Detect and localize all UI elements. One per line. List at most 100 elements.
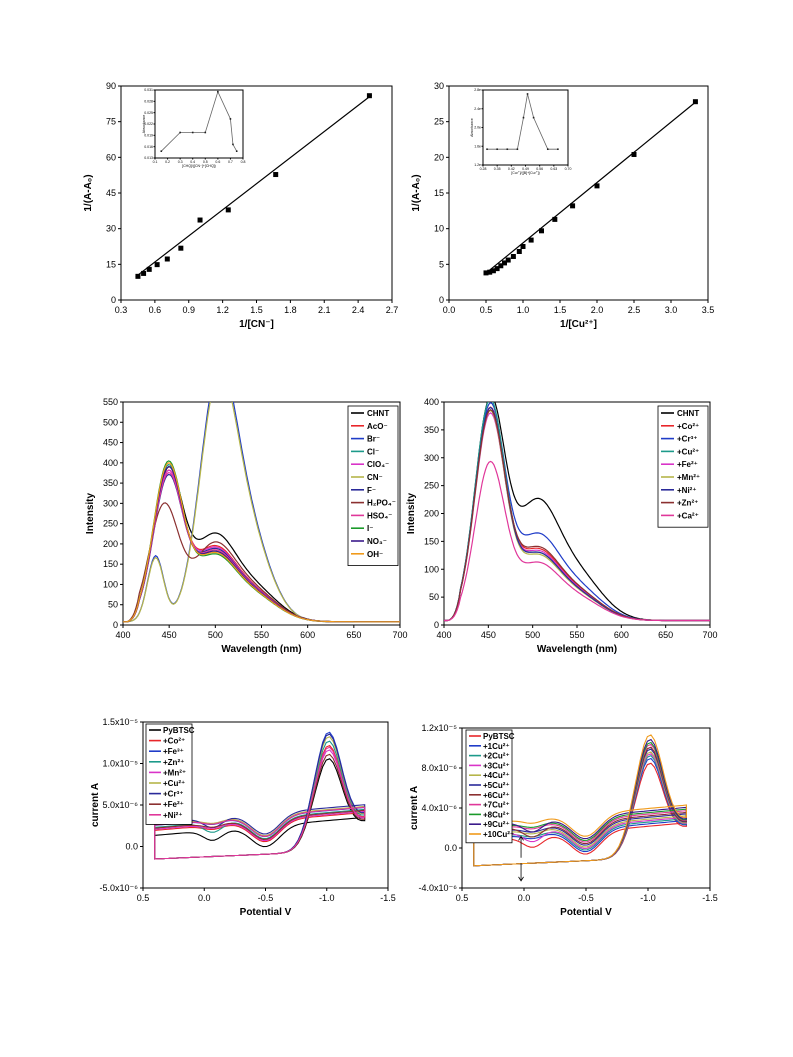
- series-line: [123, 462, 400, 623]
- x-tick-label: 0.42: [508, 167, 515, 171]
- chart-panel-4: 400 450 500 550 600 650 700 0 50 100 150 200 250 300 3…: [406, 397, 718, 655]
- x-tick-label: 0.2: [165, 160, 170, 164]
- legend-label: +Cr³⁺: [163, 790, 183, 799]
- legend-label: +4Cu²⁺: [483, 771, 510, 780]
- y-tick-label: 2.8e: [474, 88, 481, 92]
- data-point: [141, 270, 147, 276]
- y-tick-label: 150: [424, 536, 439, 546]
- legend-label: +Cu²⁺: [163, 779, 185, 788]
- x-tick-label: -1.5: [380, 893, 396, 903]
- x-tick-label: 0.3: [178, 160, 183, 164]
- series-group: [154, 731, 366, 860]
- y-axis-label: Intensity: [406, 493, 417, 535]
- y-axis-label: Absorbance: [470, 118, 474, 137]
- x-tick-label: 0.9: [182, 305, 195, 315]
- inset-point: [191, 131, 194, 134]
- x-tick-label: 500: [208, 630, 223, 640]
- x-axis-label: Wavelength (nm): [221, 644, 301, 655]
- inset-point: [532, 116, 535, 119]
- x-tick-label: 700: [392, 630, 407, 640]
- data-point: [505, 257, 511, 263]
- x-axis-label: [Cu²⁺]/([B]+[Cu²⁺]): [511, 171, 540, 175]
- x-tick-label: 2.5: [628, 305, 641, 315]
- plot-frame: [154, 89, 244, 159]
- legend-label: +6Cu²⁺: [483, 791, 510, 800]
- x-tick-label: 1.5: [250, 305, 263, 315]
- legend-label: +Ni²⁺: [163, 811, 183, 820]
- inset-point: [522, 116, 525, 119]
- legend-box: [347, 405, 399, 567]
- legend-label: +8Cu²⁺: [483, 810, 510, 819]
- x-tick-label: 400: [436, 630, 451, 640]
- x-tick-label: 0.7: [228, 160, 233, 164]
- y-tick-label: -4.0x10⁻⁶: [419, 883, 458, 893]
- inset-point: [217, 90, 219, 93]
- y-tick-label: 30: [106, 224, 116, 234]
- y-tick-label: 50: [108, 600, 118, 610]
- legend-label: +Ni²⁺: [677, 486, 697, 495]
- legend-label: +Mn²⁺: [163, 768, 186, 777]
- legend-label: CHNT: [677, 409, 699, 418]
- y-tick-label: 0.0: [444, 843, 457, 853]
- x-axis-label: Potential V: [560, 907, 612, 918]
- plot-frame: [448, 85, 709, 301]
- fit-line: [484, 100, 698, 275]
- inset-point: [516, 148, 519, 151]
- legend-label: +Zn²⁺: [677, 499, 698, 508]
- y-tick-label: 100: [424, 564, 439, 574]
- y-tick-label: 20: [434, 152, 444, 162]
- y-tick-label: 250: [424, 481, 439, 491]
- y-tick-label: -5.0x10⁻⁶: [100, 883, 139, 893]
- data-point: [135, 273, 141, 279]
- inset-point: [496, 148, 498, 151]
- y-tick-label: 0: [439, 295, 444, 305]
- x-tick-label: 0.6: [149, 305, 162, 315]
- x-tick-label: 600: [614, 630, 629, 640]
- y-tick-label: 5.0x10⁻⁶: [103, 800, 139, 810]
- data-point: [154, 262, 160, 268]
- y-tick-label: 25: [434, 117, 444, 127]
- x-tick-label: 600: [300, 630, 315, 640]
- x-axis-label: 1/[CN⁻]: [239, 319, 274, 330]
- series-group: [444, 402, 710, 622]
- inset-line: [161, 90, 238, 152]
- inset-point: [232, 143, 234, 146]
- inset-job-plot: 0.1 0.2 0.3 0.4 0.5 0.6 0.7 0.8 0.013 0.016 0.019 0…: [142, 88, 245, 168]
- legend-label: Cl⁻: [367, 447, 379, 456]
- x-tick-label: 650: [346, 630, 361, 640]
- legend-label: +Mn²⁺: [677, 473, 700, 482]
- legend-label: +2Cu²⁺: [483, 752, 510, 761]
- x-tick-label: 0.5: [456, 893, 469, 903]
- legend-label: +7Cu²⁺: [483, 801, 510, 810]
- y-tick-label: 30: [434, 81, 444, 91]
- legend-label: +3Cu²⁺: [483, 761, 510, 770]
- chart-panel-5: 0.5 0.0 -0.5 -1.0 -1.5 -5.0x10⁻⁶ 0.0 5.0x10⁻⁶ 1.…: [90, 717, 396, 918]
- data-point: [510, 253, 516, 259]
- x-tick-label: 0.3: [115, 305, 128, 315]
- data-point: [494, 266, 500, 272]
- y-tick-label: 15: [434, 188, 444, 198]
- plot-frame: [120, 85, 393, 301]
- inset-point: [204, 131, 207, 134]
- legend-label: I⁻: [367, 524, 373, 533]
- inset-point: [486, 148, 488, 151]
- legend-label: +10Cu²⁺: [483, 830, 514, 839]
- x-tick-label: 0.5: [480, 305, 493, 315]
- y-tick-label: 300: [103, 498, 118, 508]
- x-tick-label: 450: [481, 630, 496, 640]
- data-point: [487, 269, 493, 275]
- y-tick-label: 0: [434, 620, 439, 630]
- y-tick-label: 90: [106, 81, 116, 91]
- x-tick-label: 1.2: [216, 305, 229, 315]
- y-tick-label: 4.0x10⁻⁶: [422, 803, 458, 813]
- y-tick-label: 1.5x10⁻⁵: [102, 717, 138, 727]
- x-axis-label: 1/[Cu²⁺]: [560, 319, 597, 330]
- data-point: [490, 268, 496, 274]
- y-tick-label: 350: [103, 478, 118, 488]
- x-tick-label: 3.5: [702, 305, 715, 315]
- data-point: [273, 172, 279, 178]
- data-point: [552, 216, 558, 222]
- arrow-head-icon: [518, 876, 524, 882]
- y-tick-label: 500: [103, 417, 118, 427]
- data-point: [178, 245, 184, 251]
